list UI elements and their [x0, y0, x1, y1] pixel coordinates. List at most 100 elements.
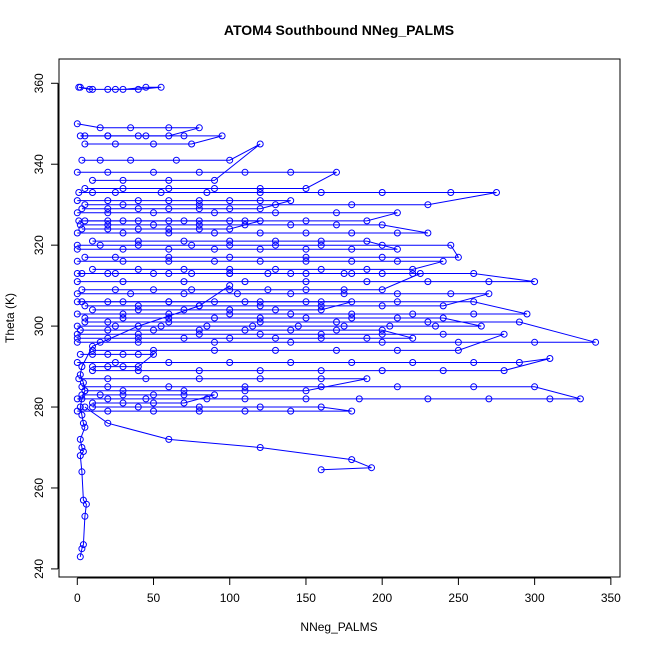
- data-point: [368, 464, 375, 472]
- data-point: [317, 334, 325, 342]
- data-point: [226, 156, 234, 164]
- data-point: [134, 350, 142, 358]
- data-point: [393, 298, 401, 306]
- data-point: [439, 367, 447, 375]
- data-point: [454, 253, 462, 261]
- data-point: [81, 302, 89, 310]
- data-point: [104, 383, 112, 391]
- plot-frame: [58, 58, 621, 578]
- data-point: [287, 290, 295, 298]
- data-point: [96, 124, 104, 132]
- series-line: [84, 406, 372, 471]
- data-point: [76, 435, 84, 443]
- data-point: [226, 217, 234, 225]
- data-point: [256, 229, 264, 237]
- data-point: [134, 225, 142, 233]
- data-point: [134, 237, 142, 245]
- data-point: [218, 132, 226, 140]
- data-point: [195, 201, 203, 209]
- data-point: [272, 306, 279, 314]
- data-point: [111, 322, 119, 330]
- data-point: [180, 334, 188, 342]
- data-point: [172, 156, 180, 164]
- data-point: [592, 338, 600, 346]
- data-point: [79, 496, 87, 504]
- data-point: [363, 265, 371, 273]
- data-point: [531, 383, 539, 391]
- data-point: [195, 168, 203, 176]
- data-point: [317, 466, 325, 474]
- series-line: [77, 200, 291, 210]
- data-point: [302, 298, 310, 306]
- data-point: [386, 322, 394, 330]
- data-point: [378, 286, 386, 294]
- data-point: [211, 314, 218, 322]
- data-point: [73, 245, 81, 253]
- data-point: [409, 265, 417, 273]
- data-point: [264, 286, 272, 294]
- x-tick-label: 300: [525, 591, 545, 605]
- data-point: [348, 359, 356, 366]
- series-line: [77, 386, 581, 400]
- data-series: [73, 318, 600, 346]
- data-point: [96, 391, 104, 399]
- data-point: [96, 338, 104, 346]
- data-point: [576, 395, 584, 403]
- series-line: [77, 406, 352, 412]
- data-point: [73, 209, 81, 217]
- data-point: [195, 205, 203, 213]
- data-point: [256, 140, 264, 148]
- data-point: [165, 185, 173, 192]
- data-point: [348, 257, 356, 265]
- data-point: [256, 375, 264, 383]
- data-point: [96, 156, 104, 164]
- data-point: [348, 298, 356, 306]
- data-point: [104, 375, 112, 383]
- data-point: [76, 371, 84, 379]
- data-point: [226, 334, 234, 342]
- data-point: [119, 185, 127, 192]
- data-point: [76, 132, 84, 140]
- series-line: [77, 301, 352, 311]
- data-point: [470, 270, 478, 277]
- data-point: [119, 314, 127, 322]
- data-point: [165, 245, 173, 253]
- data-point: [378, 330, 386, 338]
- data-point: [409, 334, 417, 342]
- data-point: [89, 342, 96, 350]
- data-series: [75, 375, 371, 395]
- data-point: [165, 197, 173, 205]
- y-axis: 240 260 280 300 320 340 360: [32, 73, 59, 579]
- data-series: [75, 189, 500, 209]
- data-point: [302, 245, 310, 253]
- data-point: [317, 237, 325, 245]
- data-point: [302, 314, 310, 322]
- data-series: [73, 241, 462, 261]
- data-point: [142, 375, 150, 383]
- data-point: [73, 168, 81, 176]
- data-series: [81, 403, 375, 474]
- data-point: [454, 338, 462, 346]
- data-point: [165, 298, 173, 306]
- data-point: [531, 338, 539, 346]
- data-point: [104, 197, 112, 205]
- data-point: [256, 197, 264, 205]
- data-point: [287, 197, 295, 205]
- data-point: [424, 318, 432, 326]
- data-point: [546, 395, 554, 403]
- data-point: [150, 346, 157, 354]
- x-axis: 0 50 100 150 200 250 300 350: [74, 577, 621, 605]
- series-line: [77, 358, 551, 372]
- data-point: [104, 205, 112, 213]
- data-series: [73, 290, 493, 310]
- data-series: [73, 355, 554, 375]
- y-tick-label: 300: [32, 316, 46, 336]
- data-point: [195, 403, 203, 411]
- data-point: [76, 83, 84, 91]
- data-point: [272, 237, 279, 245]
- data-point: [165, 176, 173, 184]
- data-point: [233, 290, 241, 298]
- data-point: [226, 286, 234, 294]
- data-point: [393, 257, 401, 265]
